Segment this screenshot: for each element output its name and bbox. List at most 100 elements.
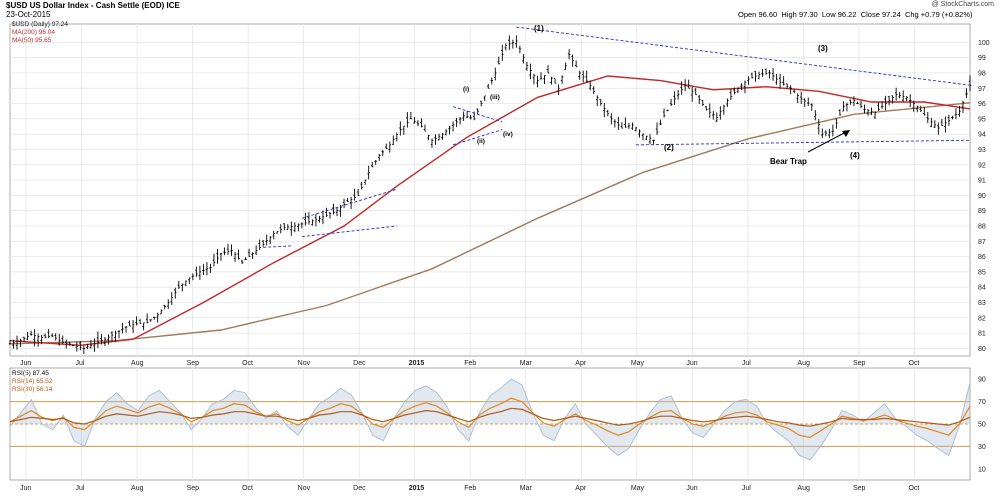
chg-label: Chg [904,10,919,19]
month-tick-label: Oct [242,485,253,492]
trend-layer [263,26,971,248]
month-tick-label: Nov [298,360,311,367]
wave-2-label: (2) [664,143,674,152]
month-tick-label: Aug [797,485,810,492]
price-tick-label: 82 [978,315,986,322]
month-tick-label: Feb [464,485,476,492]
trendline [635,139,971,146]
month-tick-label: 2015 [409,485,425,492]
month-tick-label: Oct [242,360,253,367]
chart-title: $USD US Dollar Index - Cash Settle (EOD)… [6,1,180,10]
rsi-tick-label: 30 [978,444,986,451]
price-tick-label: 92 [978,162,986,169]
rsi-tick-label: 90 [978,377,986,384]
month-tick-label: May [631,360,645,367]
wave-ii-label: (ii) [477,138,485,145]
price-tick-label: 85 [978,269,986,276]
wave-4-label: (4) [850,151,860,160]
bear-trap-arrowhead [842,130,850,137]
ma50-line [9,75,971,347]
price-tick-label: 100 [978,40,990,47]
price-layer [8,35,972,355]
month-tick-label: Jun [686,485,697,492]
close-value: 97.24 [881,10,901,19]
ohlc-readout: Open 96.60 High 97.30 Low 96.22 Close 97… [738,10,973,19]
rsi5-area [10,379,970,460]
month-tick-label: Aug [131,360,144,367]
price-tick-label: 84 [978,285,986,292]
bear-trap-label: Bear Trap [770,157,807,166]
price-tick-label: 88 [978,223,986,230]
month-tick-label: May [631,485,645,492]
month-tick-label: Sep [187,360,200,367]
legend-ma200: MA(200) 96.04 [12,29,55,36]
price-panel-frame [9,23,971,357]
trendline [516,26,971,86]
price-tick-label: 90 [978,193,986,200]
trendline [263,245,292,248]
legend-rsi5: RSI(5) 87.45 [12,370,49,377]
rsi-layer [9,378,971,461]
month-tick-label: Jun [20,360,31,367]
month-tick-label: Mar [520,360,533,367]
price-tick-label: 91 [978,178,986,185]
month-tick-label: Jul [742,485,751,492]
wave-3-label: (3) [818,44,828,53]
legend-price: $USD (Daily) 97.24 [12,21,68,28]
month-tick-label: Sep [853,485,866,492]
month-tick-label: Nov [298,485,311,492]
legend-rsi30: RSI(30) 56.14 [12,386,53,393]
chart-date: 23-Oct-2015 [6,10,51,19]
month-tick-label: Mar [520,485,533,492]
price-tick-label: 86 [978,254,986,261]
trendline [301,225,397,238]
month-tick-label: Aug [797,360,810,367]
open-value: 96.60 [758,10,778,19]
legend-ma50: MA(50) 95.65 [12,37,52,44]
trendline [301,188,397,219]
price-tick-label: 99 [978,55,986,62]
source-label: @ StockCharts.com [931,1,994,8]
month-tick-label: Dec [353,485,366,492]
price-tick-label: 89 [978,208,986,215]
ma200-line [9,102,971,345]
price-tick-label: 98 [978,70,986,77]
trendline [452,129,503,146]
month-tick-label: Sep [853,360,866,367]
month-tick-label: Feb [464,360,476,367]
low-label: Low [821,10,836,19]
price-tick-label: 95 [978,116,986,123]
month-tick-label: Sep [187,485,200,492]
wave-iv-label: (iv) [503,131,513,138]
price-tick-label: 81 [978,331,986,338]
month-tick-label: Oct [908,485,919,492]
rsi30-line [9,407,971,427]
month-tick-label: Dec [353,360,366,367]
rsi-tick-label: 10 [978,466,986,473]
price-tick-label: 94 [978,132,986,139]
price-tick-label: 83 [978,300,986,307]
rsi14-line [9,397,971,439]
month-tick-label: Jul [76,485,85,492]
wave-1-label: (1) [534,24,544,33]
high-value: 97.30 [798,10,818,19]
bear-trap-arrow [807,130,849,153]
rsi-tick-label: 70 [978,399,986,406]
low-value: 96.22 [837,10,857,19]
price-tick-label: 97 [978,86,986,93]
month-tick-label: Jun [686,360,697,367]
high-label: High [781,10,797,19]
rsi-tick-label: 50 [978,422,986,429]
price-tick-label: 80 [978,346,986,353]
rsi5-line [9,378,971,461]
price-tick-label: 96 [978,101,986,108]
month-tick-label: Jul [76,360,85,367]
open-label: Open [738,10,757,19]
wave-iii-label: (iii) [490,94,500,101]
close-label: Close [860,10,880,19]
month-tick-label: Oct [908,360,919,367]
month-tick-label: 2015 [409,360,425,367]
wave-i-label: (i) [463,86,469,93]
price-tick-label: 87 [978,239,986,246]
